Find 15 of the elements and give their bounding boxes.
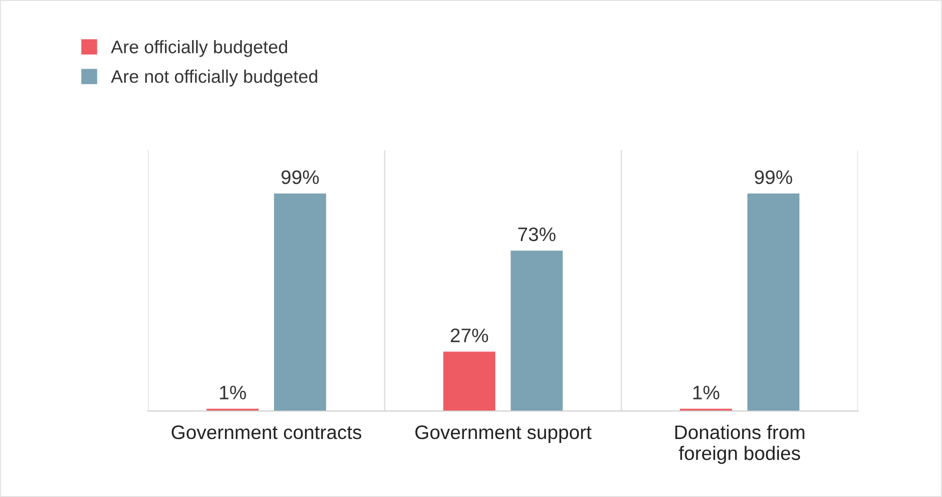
data-label: 99% (282, 170, 319, 184)
x-tick-label: Government support (415, 425, 592, 444)
legend-label: Are officially budgeted (110, 40, 288, 57)
x-tick-label: Donations from foreign bodies (675, 424, 804, 464)
legend-label: Are not officially budgeted (110, 70, 318, 86)
bar (510, 250, 563, 411)
data-label: 73% (518, 227, 556, 242)
data-label: 1% (220, 386, 246, 400)
data-label: 27% (450, 328, 488, 342)
data-label: 1% (693, 386, 720, 400)
bar (443, 352, 496, 411)
bar (747, 194, 800, 411)
x-tick-label: Government contracts (172, 425, 362, 440)
data-label: 99% (754, 170, 792, 184)
bar (274, 194, 326, 411)
